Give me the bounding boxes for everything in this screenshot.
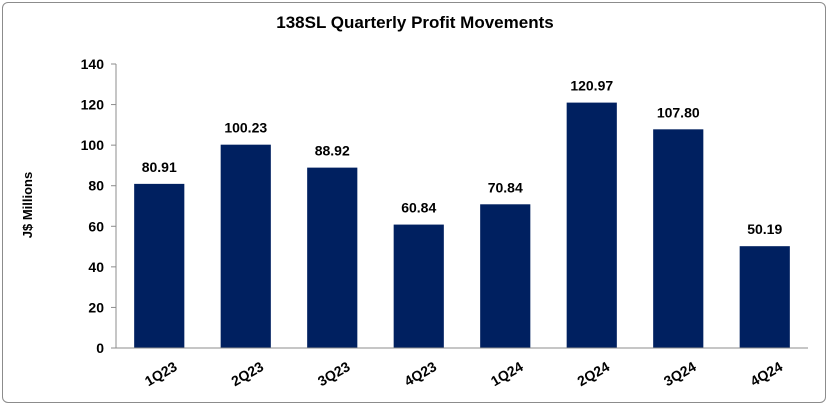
chart-title: 138SL Quarterly Profit Movements	[276, 13, 553, 32]
data-label-4q24: 50.19	[747, 221, 782, 237]
data-label-4q23: 60.84	[401, 200, 436, 216]
bar-3q23	[307, 167, 358, 348]
x-tick-label-4q23: 4Q23	[401, 358, 439, 389]
y-tick-label: 80	[88, 178, 104, 194]
x-tick-label-1q24: 1Q24	[488, 358, 526, 389]
data-label-3q23: 88.92	[315, 143, 350, 159]
bar-3q24	[653, 129, 704, 348]
data-label-2q24: 120.97	[570, 78, 613, 94]
y-tick-label: 20	[88, 299, 104, 315]
y-axis-label: J$ Millions	[20, 172, 35, 238]
x-tick-label-2q23: 2Q23	[228, 358, 266, 389]
bar-2q23	[220, 144, 271, 348]
bar-4q24	[739, 246, 790, 348]
bar-2q24	[566, 102, 617, 348]
y-tick-label: 140	[81, 56, 105, 72]
x-axis-ticks: 1Q23 2Q23 3Q23 4Q23 1Q24 2Q24 3Q24 4Q24	[142, 358, 785, 389]
y-tick-label: 40	[88, 259, 104, 275]
x-tick-label-3q23: 3Q23	[315, 358, 353, 389]
y-tick-label: 0	[96, 340, 104, 356]
x-tick-label-4q24: 4Q24	[747, 358, 785, 389]
data-label-3q24: 107.80	[657, 104, 700, 120]
bars	[134, 102, 790, 348]
data-label-1q23: 80.91	[142, 159, 177, 175]
data-label-2q23: 100.23	[224, 120, 267, 136]
bar-1q23	[134, 183, 185, 348]
x-tick-label-2q24: 2Q24	[574, 358, 612, 389]
y-axis-ticks: 0 20 40 60 80 100 120 140	[81, 56, 116, 356]
x-tick-label-3q24: 3Q24	[661, 358, 699, 389]
bar-4q23	[393, 224, 444, 348]
y-tick-label: 100	[81, 137, 105, 153]
x-tick-label-1q23: 1Q23	[142, 358, 180, 389]
y-tick-label: 120	[81, 97, 105, 113]
data-labels: 80.91 100.23 88.92 60.84 70.84 120.97 107.80 50…	[142, 78, 783, 238]
data-label-1q24: 70.84	[488, 179, 523, 195]
y-tick-label: 60	[88, 218, 104, 234]
bar-1q24	[480, 204, 531, 348]
